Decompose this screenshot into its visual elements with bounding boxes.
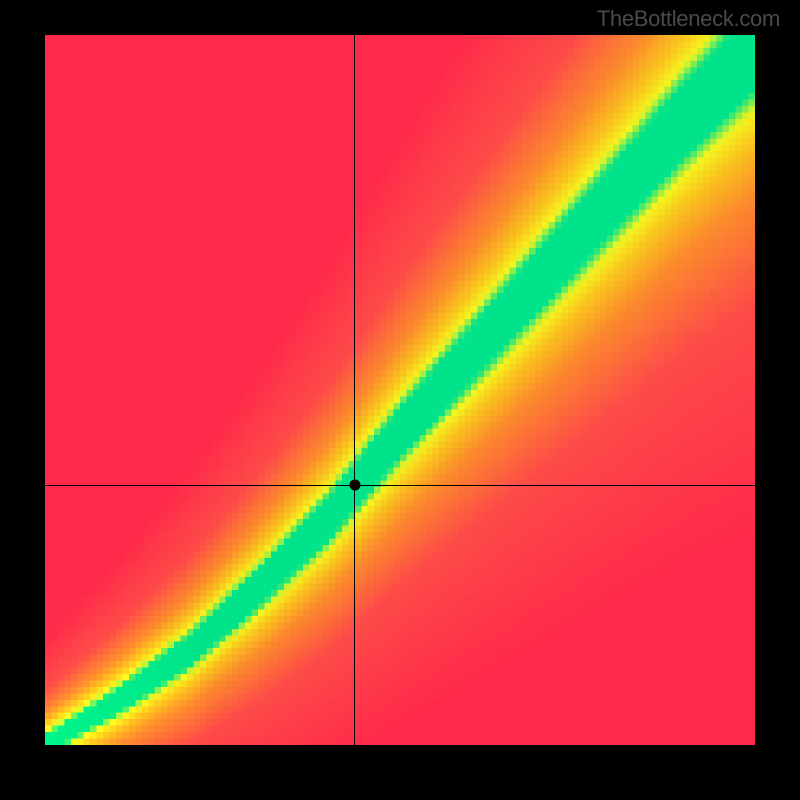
crosshair-vertical xyxy=(354,35,355,745)
plot-area xyxy=(45,35,755,745)
watermark-text: TheBottleneck.com xyxy=(597,6,780,32)
crosshair-horizontal xyxy=(45,485,755,486)
heatmap-canvas xyxy=(45,35,755,745)
chart-container: TheBottleneck.com xyxy=(0,0,800,800)
data-point-marker xyxy=(349,480,360,491)
